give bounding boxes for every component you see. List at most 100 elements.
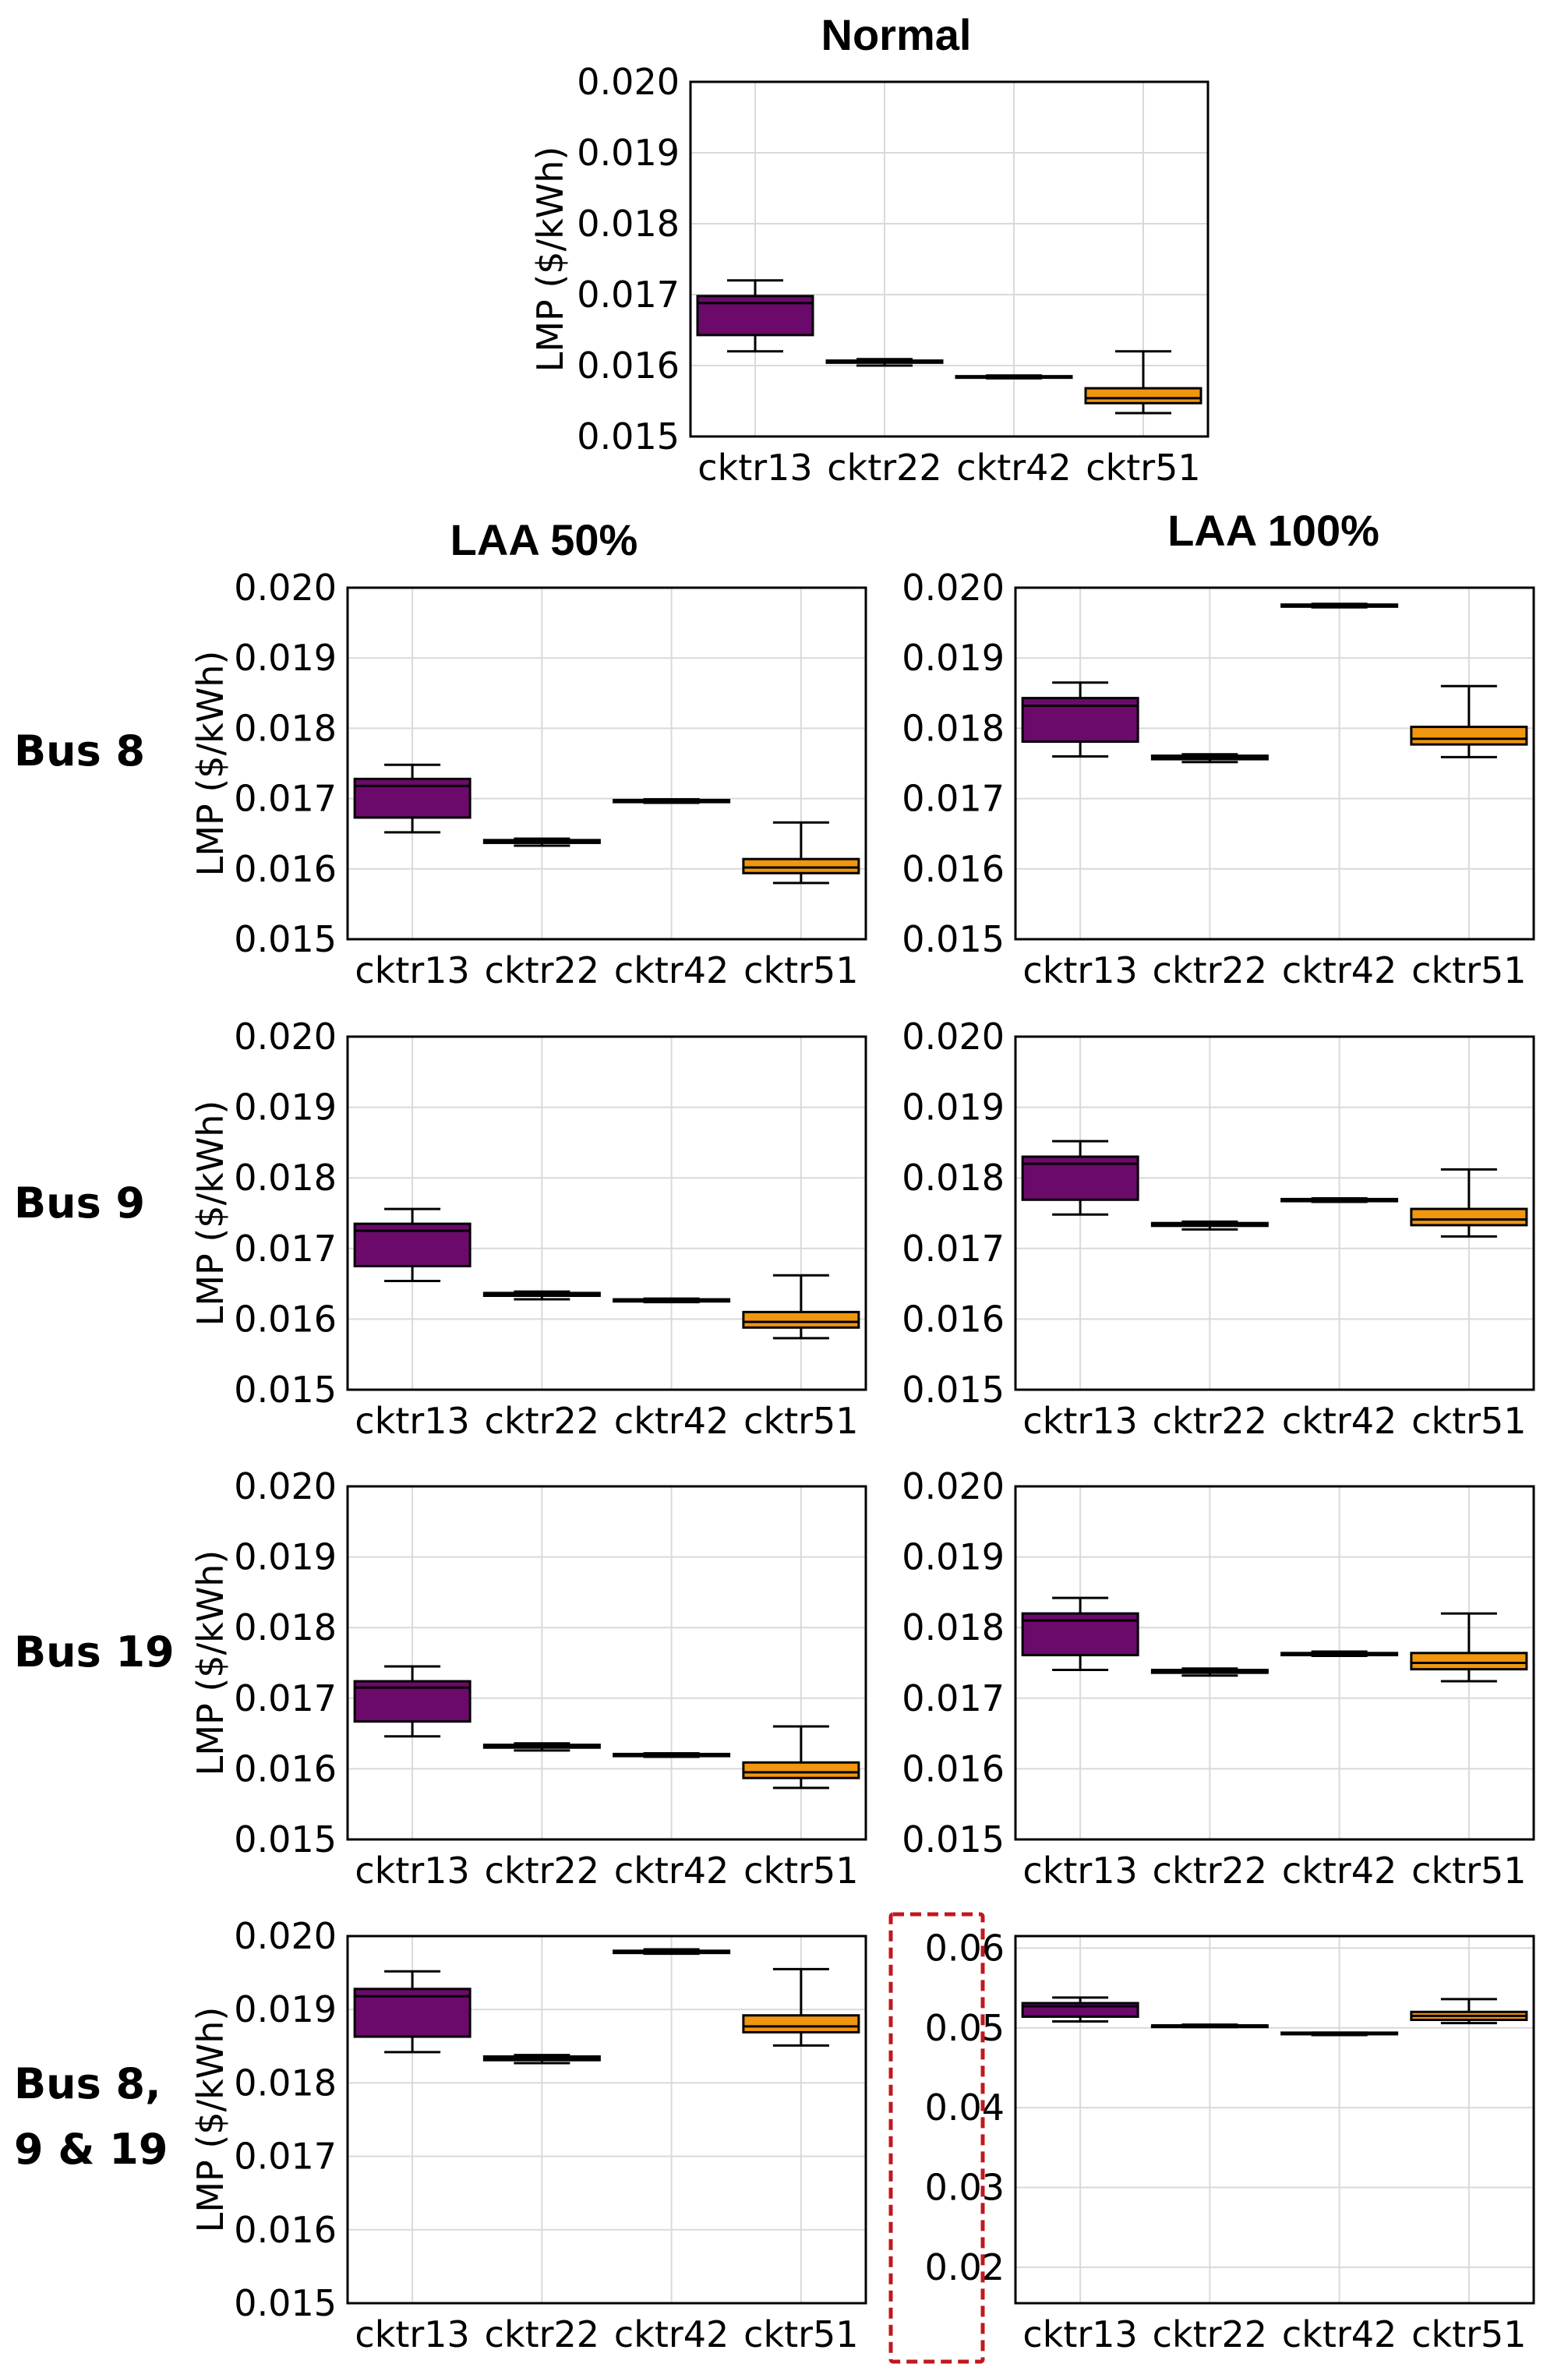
box-cktr51 xyxy=(742,1725,860,1790)
panel-laa100-bus8: 0.015 0.016 0.017 0.018 0.019 0.020 cktr13 cktr… xyxy=(902,567,1535,991)
box-cktr42 xyxy=(613,1297,731,1304)
x-tick-label-cktr13: cktr13 xyxy=(697,447,812,489)
box-cktr51 xyxy=(1084,350,1202,415)
highlight-dashed-box xyxy=(888,1912,985,2364)
x-tick-label-cktr42: cktr42 xyxy=(956,447,1071,489)
box-cktr13 xyxy=(1021,1596,1139,1672)
panel-laa50-bus8-9-19: 0.015 0.016 0.017 0.018 0.019 0.020 cktr13 cktr… xyxy=(189,1915,867,2355)
box-cktr13 xyxy=(353,1207,471,1282)
x-tick-label-cktr22: cktr22 xyxy=(1153,949,1267,991)
box-iqr xyxy=(742,1310,860,1329)
y-tick-label: 0.05 xyxy=(925,2007,1005,2049)
box-cktr42 xyxy=(1280,1196,1399,1203)
box-cktr51 xyxy=(742,1274,860,1340)
y-tick-label: 0.02 xyxy=(925,2246,1005,2288)
y-tick-label: 0.016 xyxy=(577,345,680,387)
y-tick-label: 0.020 xyxy=(234,567,337,609)
box-iqr xyxy=(742,1761,860,1779)
x-tick-label-cktr42: cktr42 xyxy=(1282,949,1397,991)
x-tick-label-cktr22: cktr22 xyxy=(485,949,599,991)
y-tick-label: 0.019 xyxy=(902,637,1005,679)
y-tick-label: 0.019 xyxy=(902,1087,1005,1129)
y-tick-label: 0.016 xyxy=(902,1298,1005,1340)
box-iqr xyxy=(1410,726,1528,746)
x-tick-label-cktr13: cktr13 xyxy=(355,2313,469,2355)
y-tick-label: 0.018 xyxy=(234,2062,337,2104)
box-iqr xyxy=(742,857,860,875)
y-tick-label: 0.015 xyxy=(234,1818,337,1860)
x-tick-label-cktr13: cktr13 xyxy=(1022,1850,1137,1892)
y-tick-label: 0.016 xyxy=(234,2209,337,2251)
title-laa100: LAA 100% xyxy=(1167,506,1379,555)
box-iqr xyxy=(1410,1652,1528,1671)
row-label: Bus 19 xyxy=(14,1627,175,1677)
x-tick-label-cktr22: cktr22 xyxy=(485,1400,599,1442)
axes-frame xyxy=(689,80,1210,438)
box-cktr22 xyxy=(482,1290,601,1301)
y-tick-label: 0.016 xyxy=(902,848,1005,890)
box-iqr xyxy=(1410,1207,1528,1227)
y-tick-label: 0.016 xyxy=(234,1747,337,1790)
y-tick-label: 0.017 xyxy=(234,2136,337,2178)
x-tick-label-cktr42: cktr42 xyxy=(1282,1400,1397,1442)
box-cktr51 xyxy=(1410,1612,1528,1683)
y-tick-label: 0.018 xyxy=(234,1157,337,1199)
y-tick-label: 0.019 xyxy=(577,132,680,174)
x-tick-label-cktr13: cktr13 xyxy=(1022,2313,1137,2355)
y-tick-label: 0.018 xyxy=(234,1606,337,1648)
x-tick-label-cktr22: cktr22 xyxy=(485,2313,599,2355)
y-tick-label: 0.017 xyxy=(902,1228,1005,1270)
y-tick-label: 0.020 xyxy=(234,1016,337,1058)
row-label: Bus 8, xyxy=(14,2059,161,2108)
y-axis-label: LMP ($/kWh) xyxy=(529,147,571,373)
axes-frame xyxy=(1014,586,1535,941)
y-tick-label: 0.020 xyxy=(902,567,1005,609)
box-cktr51 xyxy=(742,1967,860,2047)
box-cktr22 xyxy=(1150,2023,1269,2029)
box-iqr xyxy=(1084,387,1202,405)
y-tick-label: 0.020 xyxy=(577,61,680,103)
x-tick-label-cktr51: cktr51 xyxy=(1411,1850,1526,1892)
row-label: Bus 9 xyxy=(14,1178,145,1228)
box-cktr42 xyxy=(955,374,1073,380)
panel-laa100-bus19: 0.015 0.016 0.017 0.018 0.019 0.020 cktr13 cktr… xyxy=(902,1465,1535,1892)
box-cktr51 xyxy=(1410,1998,1528,2025)
y-tick-label: 0.017 xyxy=(234,1677,337,1719)
box-cktr42 xyxy=(1280,1650,1399,1657)
y-tick-label: 0.015 xyxy=(234,2282,337,2324)
x-tick-label-cktr51: cktr51 xyxy=(743,2313,858,2355)
y-tick-label: 0.016 xyxy=(902,1747,1005,1790)
box-cktr22 xyxy=(482,1742,601,1752)
y-tick-label: 0.019 xyxy=(234,1087,337,1129)
box-iqr xyxy=(742,2014,860,2034)
box-cktr22 xyxy=(1150,1667,1269,1677)
box-cktr13 xyxy=(1021,1140,1139,1216)
axes-frame xyxy=(346,1485,867,1841)
x-tick-label-cktr51: cktr51 xyxy=(1086,447,1200,489)
axes-frame xyxy=(346,1035,867,1391)
box-cktr42 xyxy=(1280,2031,1399,2037)
x-tick-label-cktr22: cktr22 xyxy=(1153,1400,1267,1442)
y-tick-label: 0.020 xyxy=(902,1465,1005,1507)
box-cktr42 xyxy=(613,1751,731,1758)
y-tick-label: 0.017 xyxy=(577,274,680,316)
y-tick-label: 0.06 xyxy=(925,1927,1005,1969)
x-tick-label-cktr42: cktr42 xyxy=(614,1400,729,1442)
box-cktr13 xyxy=(353,1665,471,1738)
x-tick-label-cktr42: cktr42 xyxy=(614,949,729,991)
x-tick-label-cktr13: cktr13 xyxy=(1022,949,1137,991)
y-tick-label: 0.016 xyxy=(234,848,337,890)
x-tick-label-cktr13: cktr13 xyxy=(355,1400,469,1442)
y-tick-label: 0.019 xyxy=(234,637,337,679)
axes-frame xyxy=(346,1935,867,2305)
box-cktr22 xyxy=(1150,753,1269,764)
x-tick-label-cktr13: cktr13 xyxy=(1022,1400,1137,1442)
x-tick-label-cktr51: cktr51 xyxy=(743,949,858,991)
row-label: 9 & 19 xyxy=(14,2125,168,2174)
y-axis-label: LMP ($/kWh) xyxy=(189,1101,231,1327)
row-label: Bus 8 xyxy=(14,726,145,776)
x-tick-label-cktr42: cktr42 xyxy=(614,1850,729,1892)
x-tick-label-cktr22: cktr22 xyxy=(827,447,941,489)
panel-laa50-bus9: 0.015 0.016 0.017 0.018 0.019 0.020 cktr13 cktr… xyxy=(189,1016,867,1442)
